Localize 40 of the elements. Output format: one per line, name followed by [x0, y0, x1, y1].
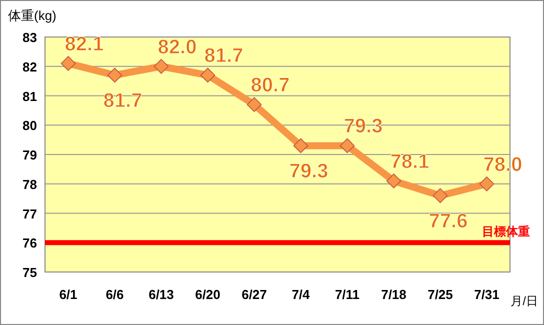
y-axis-title: 体重(kg): [8, 8, 56, 23]
data-label: 82.1: [64, 33, 104, 56]
y-tick-label: 81: [22, 88, 37, 104]
x-tick-label: 6/1: [59, 287, 78, 302]
x-tick-label: 6/6: [106, 287, 124, 302]
point: [107, 68, 122, 83]
point: [200, 68, 216, 83]
data-label: 82.0: [158, 36, 197, 58]
y-tick-label: 79: [22, 148, 37, 162]
x-axis-title: 月/日: [510, 294, 538, 308]
data-label: 81.7: [103, 90, 142, 112]
x-tick-label: 7/31: [474, 287, 500, 302]
y-tick-label: 83: [22, 30, 37, 45]
point: [293, 138, 308, 154]
data-label: 78.1: [390, 150, 430, 173]
y-tick-label: 78: [22, 176, 37, 192]
point: [432, 188, 448, 204]
x-tick-label: 7/11: [334, 287, 360, 302]
y-tick-label: 77: [22, 206, 37, 222]
point: [246, 97, 262, 112]
ref-line-label: 目標体重: [482, 224, 530, 239]
x-tick-label: 6/20: [195, 287, 220, 302]
data-label: 77.6: [428, 210, 468, 233]
x-tick-label: 7/18: [381, 287, 406, 302]
point: [60, 56, 76, 71]
x-tick-label: 6/27: [242, 287, 267, 302]
data-label: 80.7: [250, 74, 290, 97]
data-label: 79.3: [289, 160, 328, 183]
point: [386, 174, 402, 188]
x-tick-label: 6/13: [148, 287, 174, 302]
point: [340, 138, 355, 154]
x-tick-label: 7/4: [292, 287, 311, 302]
point: [479, 176, 494, 192]
data-label: 81.7: [204, 45, 244, 68]
y-tick-label: 76: [22, 236, 37, 251]
y-tick-label: 80: [22, 118, 37, 134]
y-tick-label: 82: [22, 59, 37, 74]
x-tick-label: 7/25: [428, 287, 453, 302]
point: [154, 58, 169, 74]
y-tick-label: 75: [22, 265, 37, 280]
